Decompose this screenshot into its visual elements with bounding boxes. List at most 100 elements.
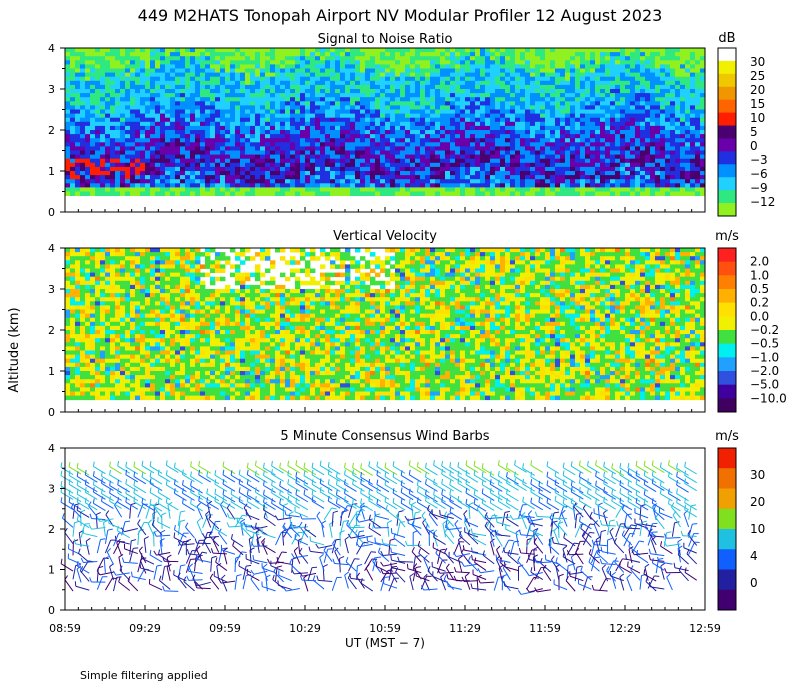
snr-cell (610, 130, 616, 135)
snr-cell (110, 76, 116, 82)
snr-cell (130, 72, 136, 78)
snr-cell (315, 117, 321, 123)
snr-cell (220, 84, 226, 90)
snr-cell (230, 134, 236, 139)
snr-cell (490, 146, 496, 151)
snr-cell (240, 60, 246, 65)
snr-cell (455, 80, 461, 86)
snr-cell (620, 191, 626, 196)
snr-cell (510, 150, 516, 155)
snr-cell (285, 158, 291, 164)
snr-cell (670, 179, 676, 184)
snr-cell (620, 150, 626, 155)
vv-cell (90, 272, 96, 278)
snr-cell (350, 166, 356, 172)
snr-cell (390, 125, 396, 131)
snr-cell (140, 56, 146, 61)
vv-cell (80, 350, 86, 355)
snr-cell (495, 84, 501, 90)
snr-cell (425, 121, 431, 127)
snr-cell (335, 97, 341, 102)
snr-cell (580, 125, 586, 131)
snr-cell (455, 105, 461, 110)
snr-cell (625, 125, 631, 131)
snr-cell (510, 171, 516, 176)
snr-cell (420, 175, 426, 180)
snr-cell (530, 146, 536, 151)
snr-cell (220, 138, 226, 143)
snr-cell (675, 72, 681, 78)
snr-cell (355, 52, 361, 57)
snr-cell (665, 76, 671, 82)
snr-cell (235, 187, 241, 192)
snr-cell (545, 154, 551, 160)
snr-cell (95, 187, 101, 192)
snr-cell (665, 60, 671, 65)
snr-cell (655, 171, 661, 176)
snr-cell (595, 171, 601, 176)
vv-cell (100, 334, 106, 339)
snr-cell (70, 93, 76, 98)
vv-cell (80, 379, 86, 384)
snr-cell (215, 48, 221, 53)
snr-cell (495, 68, 501, 73)
snr-cell (90, 187, 96, 192)
snr-cell (570, 142, 576, 147)
snr-cell (615, 93, 621, 98)
snr-cell (695, 162, 701, 168)
snr-cell (260, 183, 266, 188)
snr-cell (290, 134, 296, 139)
snr-cell (290, 109, 296, 114)
colorbar-swatch (718, 151, 736, 165)
snr-cell (395, 171, 401, 176)
snr-cell (145, 191, 151, 196)
snr-cell (440, 52, 446, 57)
vv-cell (100, 260, 106, 265)
snr-cell (165, 138, 171, 143)
snr-cell (525, 150, 531, 155)
snr-cell (260, 166, 266, 172)
snr-cell (560, 154, 566, 160)
snr-cell (620, 56, 626, 61)
snr-cell (675, 64, 681, 69)
snr-cell (325, 121, 331, 127)
snr-cell (550, 179, 556, 184)
snr-cell (300, 130, 306, 135)
snr-cell (455, 138, 461, 143)
snr-cell (600, 130, 606, 135)
snr-cell (385, 179, 391, 184)
snr-cell (200, 166, 206, 172)
snr-cell (160, 134, 166, 139)
snr-cell (140, 80, 146, 86)
vv-cell (90, 280, 96, 286)
snr-cell (155, 89, 161, 94)
vv-cell (95, 383, 101, 388)
snr-cell (320, 146, 326, 151)
snr-cell (70, 101, 76, 106)
snr-cell (690, 158, 696, 164)
snr-cell (315, 64, 321, 69)
snr-cell (570, 76, 576, 82)
snr-cell (145, 179, 151, 184)
snr-cell (500, 162, 506, 168)
snr-cell (170, 113, 176, 119)
snr-cell (455, 175, 461, 180)
snr-cell (405, 191, 411, 196)
snr-cell (310, 84, 316, 90)
snr-cell (600, 121, 606, 127)
snr-cell (210, 93, 216, 98)
vv-cell (75, 256, 81, 261)
snr-cell (385, 146, 391, 151)
snr-cell (400, 117, 406, 123)
snr-cell (585, 101, 591, 106)
snr-cell (190, 52, 196, 57)
snr-cell (80, 89, 86, 94)
snr-cell (545, 134, 551, 139)
snr-cell (405, 142, 411, 147)
snr-cell (165, 183, 171, 188)
snr-cell (525, 76, 531, 82)
snr-cell (645, 105, 651, 110)
snr-cell (215, 109, 221, 114)
snr-cell (625, 130, 631, 135)
snr-cell (665, 179, 671, 184)
